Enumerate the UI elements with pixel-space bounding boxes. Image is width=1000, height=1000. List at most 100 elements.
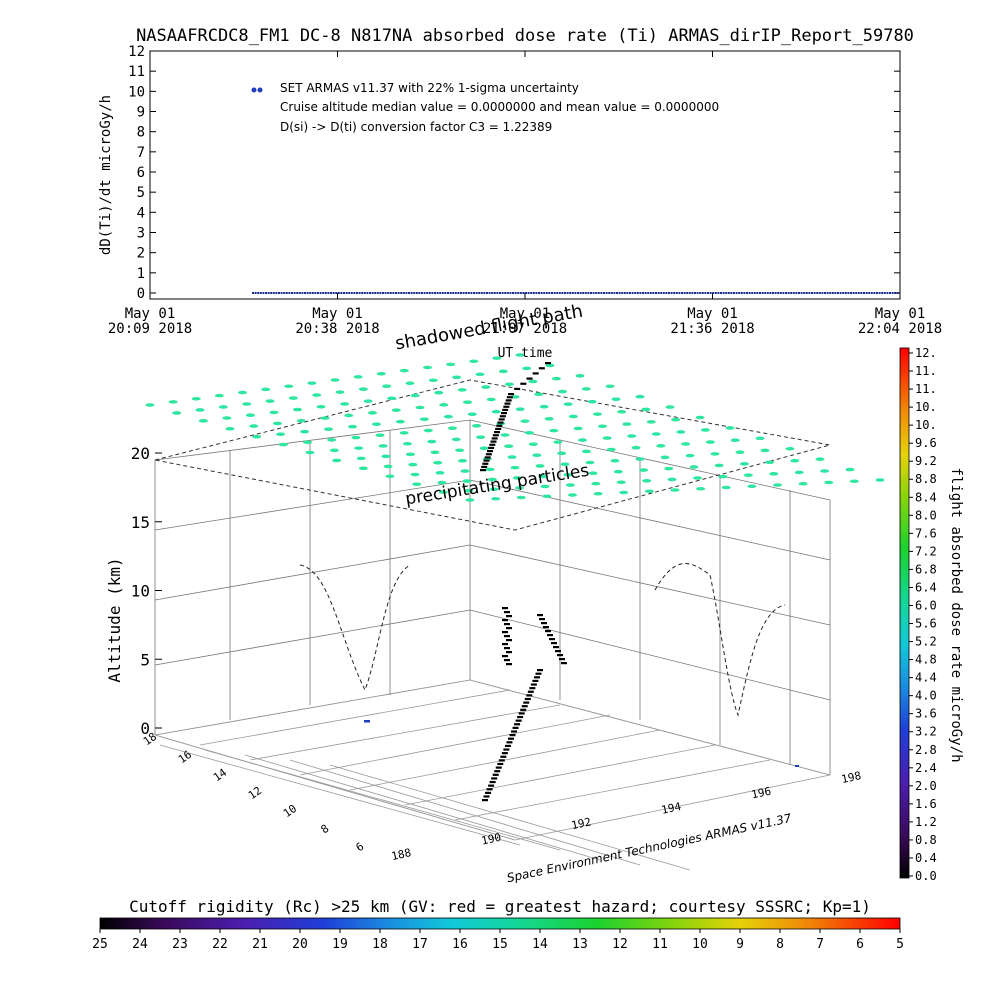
dose-point (480, 292, 483, 294)
particle-mark (387, 396, 397, 401)
dose-point (426, 292, 429, 294)
dose-point (761, 292, 764, 294)
dose-point (309, 292, 312, 294)
rigidity-tick-label: 20 (292, 937, 308, 952)
track-point (495, 766, 502, 769)
particle-mark (245, 413, 255, 418)
dose-point (863, 292, 865, 294)
particle-mark (568, 414, 578, 419)
dose-point (686, 292, 689, 294)
track-point (545, 630, 551, 633)
dose-point (857, 292, 860, 294)
dose-point (613, 292, 616, 294)
dose-point (291, 292, 293, 294)
particle-mark (371, 422, 381, 426)
particle-mark (476, 435, 486, 439)
dose-point (421, 292, 423, 294)
particle-mark (516, 495, 526, 500)
dose-point (475, 292, 478, 294)
track-point (496, 424, 503, 427)
dose-point (803, 292, 806, 294)
particle-mark (651, 432, 661, 436)
particle-mark (664, 466, 674, 471)
dose-point (418, 292, 421, 294)
dose-point (265, 292, 267, 294)
dose-point (759, 292, 761, 294)
particle-mark (605, 384, 615, 389)
latitude-tick-label: 10 (281, 802, 299, 820)
track-point (515, 719, 522, 722)
particle-mark (465, 498, 475, 502)
dose-point (376, 292, 379, 294)
particle-mark (375, 433, 385, 438)
dose-point (369, 292, 371, 294)
particle-mark (794, 470, 804, 475)
rigidity-tick-label: 14 (532, 937, 548, 952)
track-point (538, 367, 545, 370)
y-tick-label: 11 (128, 64, 145, 80)
precipitating-particles-label: precipitating particles (404, 461, 591, 510)
track-point (492, 434, 499, 437)
dose-point (662, 292, 665, 294)
dose-point (764, 292, 767, 294)
particle-mark (479, 446, 489, 451)
colorbar-tick-label: 4.4 (915, 671, 937, 685)
particle-mark (602, 436, 612, 440)
dose-point (756, 292, 759, 294)
x-tick-time: 22:04 2018 (858, 321, 942, 337)
particle-mark (568, 493, 577, 497)
particle-mark (437, 480, 447, 485)
dose-point (592, 292, 595, 294)
dose-point (311, 292, 314, 294)
y-tick-label: 7 (137, 145, 145, 161)
altitude-axis-label: Altitude (km) (105, 557, 124, 682)
dose-point (519, 292, 522, 294)
track-point (514, 723, 521, 726)
x-tick-date: May 01 (500, 306, 551, 322)
dose-point (293, 292, 296, 294)
particle-mark (455, 448, 465, 453)
track-point (537, 669, 543, 672)
dose-point (566, 292, 569, 294)
particle-mark (705, 440, 715, 444)
particle-mark (485, 467, 495, 472)
track-point (537, 614, 543, 617)
x-tick-time: 20:38 2018 (295, 321, 379, 337)
rigidity-gradient (99, 917, 901, 930)
dose-point (517, 292, 520, 294)
particle-mark (560, 462, 570, 467)
rigidity-ticks: 25 24 23 22 21 20 19 18 17 16 15 14 13 12 11 10 9 8 7 6 5 (92, 929, 904, 952)
dose-point (660, 292, 663, 294)
track-point (506, 615, 512, 618)
legend-label: SET ARMAS v11.37 with 22% 1-sigma uncert… (280, 81, 579, 95)
dose-point (777, 292, 780, 294)
dose-point (587, 292, 590, 294)
track-point (503, 405, 510, 408)
dose-point (839, 292, 842, 294)
track-point (499, 415, 506, 418)
particle-mark (613, 469, 623, 474)
x-tick-date: May 01 (312, 306, 363, 322)
dose-point (720, 292, 722, 294)
track-point (530, 683, 537, 686)
dose-point (478, 292, 481, 294)
particle-mark (515, 353, 525, 357)
dose-point (618, 292, 621, 294)
dose-point (296, 292, 299, 294)
particle-mark (403, 441, 412, 446)
particle-mark (739, 462, 749, 466)
legend: SET ARMAS v11.37 with 22% 1-sigma uncert… (251, 81, 719, 134)
track-point (523, 701, 530, 704)
dose-point (569, 292, 572, 294)
dose-colorbar: 0.0 0.4 0.8 1.2 1.6 2.0 2.4 2.8 3.2 3.6 4.0 4.4 4.8 5… (899, 346, 964, 883)
dose-point (423, 292, 426, 294)
particle-mark (725, 426, 735, 430)
y-tick-label: 12 (128, 44, 145, 60)
particle-mark (448, 426, 457, 430)
dose-point (551, 292, 553, 294)
dose-point (772, 292, 774, 294)
dose-point (779, 292, 782, 294)
x-tick-date: May 01 (125, 306, 176, 322)
track-point (491, 777, 498, 780)
